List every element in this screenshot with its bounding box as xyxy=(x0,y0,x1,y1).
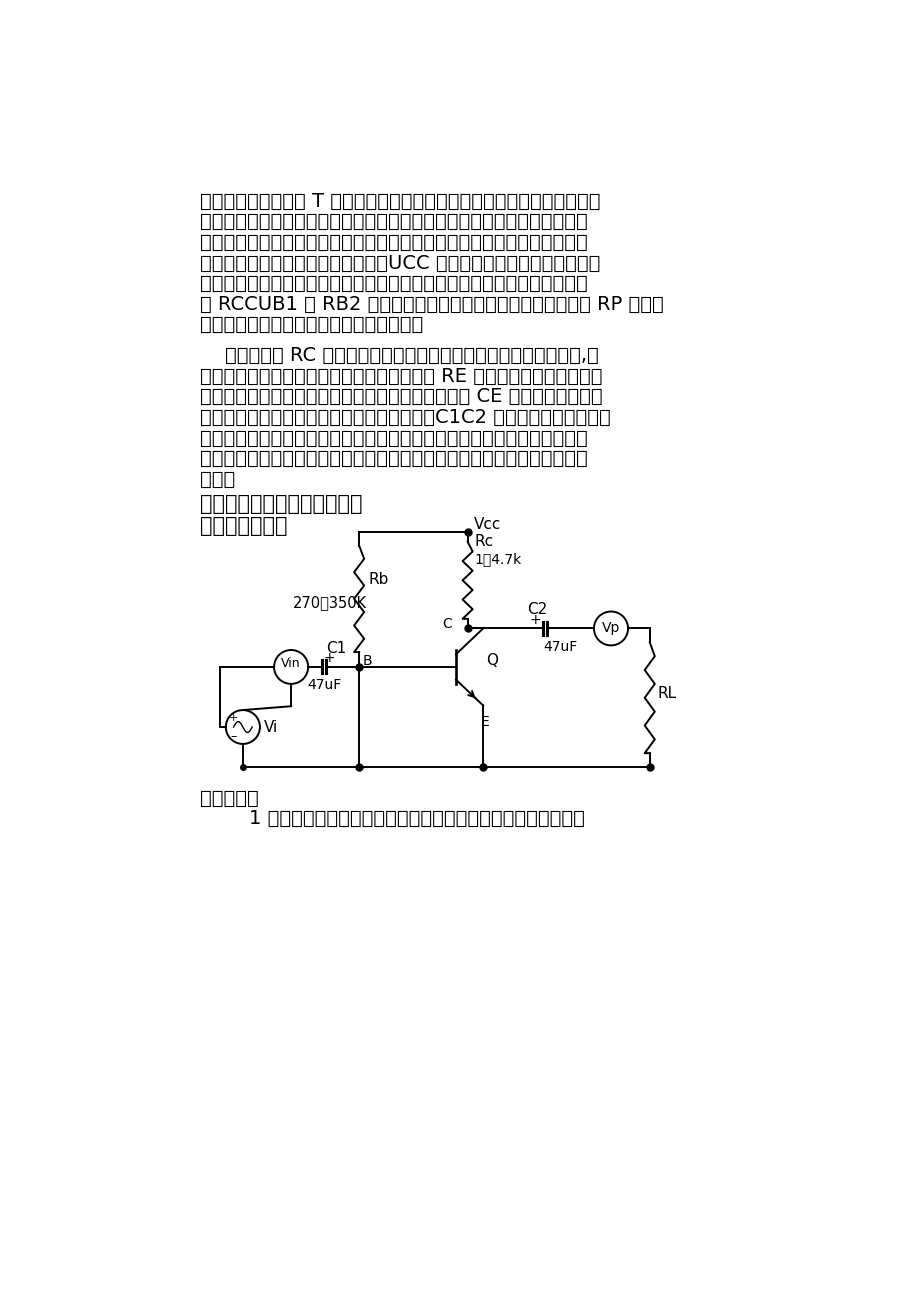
Text: 可以改变基极电流，从而改变集电极电流。: 可以改变基极电流，从而改变集电极电流。 xyxy=(200,315,423,334)
Text: 阻 RCCUB1 和 RB2 的分压，提供合适的基极电压，调节电位器 RP 的阻值: 阻 RCCUB1 和 RB2 的分压，提供合适的基极电压，调节电位器 RP 的阻… xyxy=(200,295,664,314)
Text: 47uF: 47uF xyxy=(543,640,577,654)
Text: Q: Q xyxy=(486,653,498,669)
Text: B: B xyxy=(363,654,372,667)
Text: 共射极放大电路: 共射极放大电路 xyxy=(200,516,288,536)
Text: C: C xyxy=(442,617,451,631)
Text: 47uF: 47uF xyxy=(307,678,341,692)
Text: 过交流分量电流，起到隔直流通交流的作用；它们分别把交流信号电流输入: 过交流分量电流，起到隔直流通交流的作用；它们分别把交流信号电流输入 xyxy=(200,428,587,448)
Text: +: + xyxy=(229,713,238,723)
Text: E: E xyxy=(481,714,489,729)
Text: 极）中微小的电流信号在输出回路中（集电极一发射极）放大为一定大小的: 极）中微小的电流信号在输出回路中（集电极一发射极）放大为一定大小的 xyxy=(200,212,587,232)
Text: +: + xyxy=(528,613,540,627)
Text: Vin: Vin xyxy=(281,657,301,670)
Text: +: + xyxy=(323,650,335,665)
Text: Vp: Vp xyxy=(601,622,619,635)
Text: 有负反馈的作用，稳定了静态工作电流。发射极电容 CE 对集电极电流的交: 有负反馈的作用，稳定了静态工作电流。发射极电容 CE 对集电极电流的交 xyxy=(200,388,602,406)
Text: C1: C1 xyxy=(325,641,346,656)
Text: 1～4.7k: 1～4.7k xyxy=(474,552,521,566)
Text: 电流信号。输出回路中得到的较大输出电流是源自直流电源，双极型晶体管: 电流信号。输出回路中得到的较大输出电流是源自直流电源，双极型晶体管 xyxy=(200,233,587,252)
Text: –: – xyxy=(230,730,236,743)
Text: Rc: Rc xyxy=(474,533,494,549)
Text: 270～350K: 270～350K xyxy=(293,595,367,610)
Text: 基极以及把放大后的交流信号电压送到负载端，而不影响晶体管的直流工作: 基极以及把放大后的交流信号电压送到负载端，而不影响晶体管的直流工作 xyxy=(200,449,587,468)
Text: 极型晶体管的集电极提供反向偏置，使其处于放大工作状态；并通过基极电: 极型晶体管的集电极提供反向偏置，使其处于放大工作状态；并通过基极电 xyxy=(200,275,587,293)
Text: 在电路中实际上起着电流控制作用。UCC 电源提供放大电路能量，还为双: 在电路中实际上起着电流控制作用。UCC 电源提供放大电路能量，还为双 xyxy=(200,254,600,272)
Text: 1 三极管的结构、三极管各极电流关系、特性曲线、放大条件；: 1 三极管的结构、三极管各极电流关系、特性曲线、放大条件； xyxy=(223,809,584,829)
Text: C2: C2 xyxy=(527,602,547,618)
Text: 流分量提供了交流通路，起了分流交流作用。C1C2 能够分隔直流电位，通: 流分量提供了交流通路，起了分流交流作用。C1C2 能够分隔直流电位，通 xyxy=(200,409,610,427)
Text: 集电极电阻 RC 可以将集电极电流的变化变换为集电极电压的变化,在: 集电极电阻 RC 可以将集电极电流的变化变换为集电极电压的变化,在 xyxy=(200,346,598,366)
Text: RL: RL xyxy=(657,687,675,701)
Text: 输出回路中得到放大的电压信号。发射极电阻 RE 对集电极电流的直流分量: 输出回路中得到放大的电压信号。发射极电阻 RE 对集电极电流的直流分量 xyxy=(200,367,602,385)
Text: 状态。: 状态。 xyxy=(200,470,235,489)
Text: 注意要点：: 注意要点： xyxy=(200,788,259,808)
Text: Rb: Rb xyxy=(368,572,389,587)
Text: 十倍电压放大器电路图（三）: 十倍电压放大器电路图（三） xyxy=(200,494,362,514)
Text: 路中的双极型晶体管 T 是电路中的放大器件，它能把输入回路（基极一发射: 路中的双极型晶体管 T 是电路中的放大器件，它能把输入回路（基极一发射 xyxy=(200,191,600,211)
Text: Vcc: Vcc xyxy=(473,516,501,532)
Text: Vi: Vi xyxy=(264,719,278,735)
